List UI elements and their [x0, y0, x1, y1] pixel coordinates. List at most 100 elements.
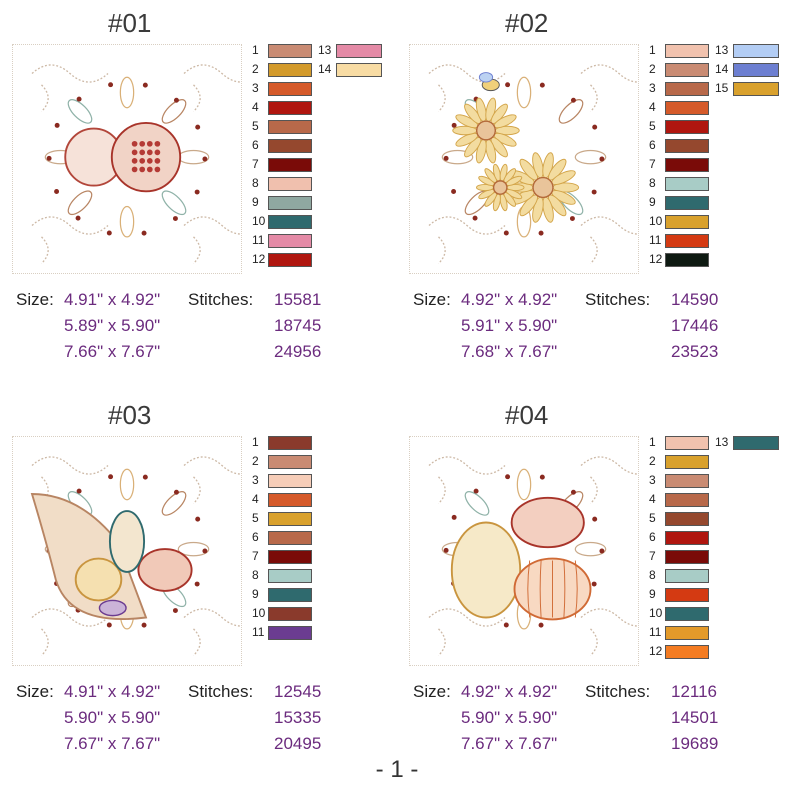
stitch-count: 23523 — [671, 342, 719, 361]
color-number: 3 — [252, 81, 259, 95]
color-swatch — [268, 626, 312, 640]
design-title: #04 — [505, 400, 549, 430]
design-artwork-image — [12, 44, 261, 274]
color-swatch — [268, 63, 312, 77]
color-number: 5 — [649, 119, 656, 133]
color-number: 7 — [252, 549, 259, 563]
color-number: 1 — [649, 435, 656, 449]
stitch-count: 15581 — [274, 290, 322, 309]
color-swatch — [665, 645, 709, 659]
color-number: 8 — [649, 176, 656, 190]
color-swatch — [268, 531, 312, 545]
color-number: 12 — [649, 644, 663, 658]
color-number: 7 — [649, 157, 656, 171]
color-swatch — [268, 455, 312, 469]
color-swatch — [665, 569, 709, 583]
embroidery-design: #02 1 2 3 4 5 6 7 8 9 10 11 12 13 14 15 Size: Stitches: 4.… — [397, 0, 794, 397]
color-number: 6 — [252, 138, 259, 152]
color-swatch — [665, 44, 709, 58]
artwork-svg — [30, 456, 261, 656]
color-number: 11 — [252, 233, 265, 247]
color-number: 9 — [649, 587, 656, 601]
color-number: 8 — [252, 176, 259, 190]
color-number: 14 — [318, 62, 332, 76]
color-swatch — [665, 493, 709, 507]
stitch-count: 19689 — [671, 734, 719, 753]
color-swatch — [268, 139, 312, 153]
color-number: 8 — [252, 568, 259, 582]
color-swatch — [665, 101, 709, 115]
color-swatch — [268, 101, 312, 115]
size-value: 7.67" x 7.67" — [64, 734, 161, 753]
color-swatch — [733, 44, 779, 58]
color-number: 1 — [252, 43, 259, 57]
color-number: 13 — [715, 43, 729, 57]
size-value: 5.90" x 5.90" — [64, 708, 161, 727]
design-artwork-image — [12, 436, 261, 666]
color-swatch — [336, 44, 382, 58]
color-number: 10 — [252, 606, 266, 620]
stitch-count: 14590 — [671, 290, 719, 309]
size-value: 4.91" x 4.92" — [64, 290, 161, 309]
artwork-svg — [31, 64, 261, 264]
color-swatch — [268, 569, 312, 583]
color-swatch — [665, 139, 709, 153]
color-swatch — [268, 177, 312, 191]
color-number: 4 — [252, 100, 259, 114]
color-swatch — [665, 436, 709, 450]
color-swatch — [733, 82, 779, 96]
stitch-count: 18745 — [274, 316, 322, 335]
color-number: 5 — [252, 119, 259, 133]
color-swatch — [665, 531, 709, 545]
artwork-svg — [428, 456, 658, 656]
color-swatch — [733, 436, 779, 450]
stitch-count: 14501 — [671, 708, 719, 727]
stitches-label: Stitches: — [188, 682, 254, 701]
color-swatch — [665, 158, 709, 172]
color-swatch — [665, 215, 709, 229]
color-swatch — [268, 253, 312, 267]
color-number: 1 — [649, 43, 656, 57]
color-swatch — [268, 120, 312, 134]
color-swatch — [665, 63, 709, 77]
color-number: 9 — [649, 195, 656, 209]
color-number: 13 — [318, 43, 332, 57]
size-value: 5.89" x 5.90" — [64, 316, 161, 335]
color-number: 10 — [252, 214, 266, 228]
color-number: 9 — [252, 587, 259, 601]
color-number: 2 — [649, 62, 656, 76]
color-number: 4 — [649, 100, 656, 114]
color-swatch — [665, 120, 709, 134]
embroidery-design: #03 1 2 3 4 5 6 7 8 9 10 11 Size: Stitches: 4.91" x 4.… — [0, 392, 397, 789]
design-artwork-image — [409, 44, 658, 274]
color-number: 10 — [649, 214, 663, 228]
color-number: 9 — [252, 195, 259, 209]
color-number: 3 — [649, 81, 656, 95]
color-swatch — [665, 253, 709, 267]
color-swatch — [665, 550, 709, 564]
color-swatch — [665, 588, 709, 602]
color-number: 6 — [649, 138, 656, 152]
color-swatch — [665, 512, 709, 526]
size-value: 7.67" x 7.67" — [461, 734, 558, 753]
size-label: Size: — [16, 682, 54, 701]
color-swatch — [268, 474, 312, 488]
color-swatch — [733, 63, 779, 77]
stitch-count: 24956 — [274, 342, 322, 361]
stitch-count: 17446 — [671, 316, 719, 335]
size-value: 7.68" x 7.67" — [461, 342, 558, 361]
color-swatch — [665, 196, 709, 210]
embroidery-design: #04 1 2 3 4 5 6 7 8 9 10 11 12 13 Size: Stitches: 4.92" … — [397, 392, 794, 789]
color-number: 6 — [252, 530, 259, 544]
color-number: 10 — [649, 606, 663, 620]
color-number: 11 — [649, 233, 662, 247]
size-value: 4.92" x 4.92" — [461, 290, 558, 309]
design-title: #01 — [108, 8, 152, 38]
color-number: 7 — [649, 549, 656, 563]
stitch-count: 20495 — [274, 734, 322, 753]
stitch-count: 15335 — [274, 708, 322, 727]
color-swatch — [268, 44, 312, 58]
color-number: 2 — [649, 454, 656, 468]
stitch-count: 12545 — [274, 682, 322, 701]
color-swatch — [336, 63, 382, 77]
